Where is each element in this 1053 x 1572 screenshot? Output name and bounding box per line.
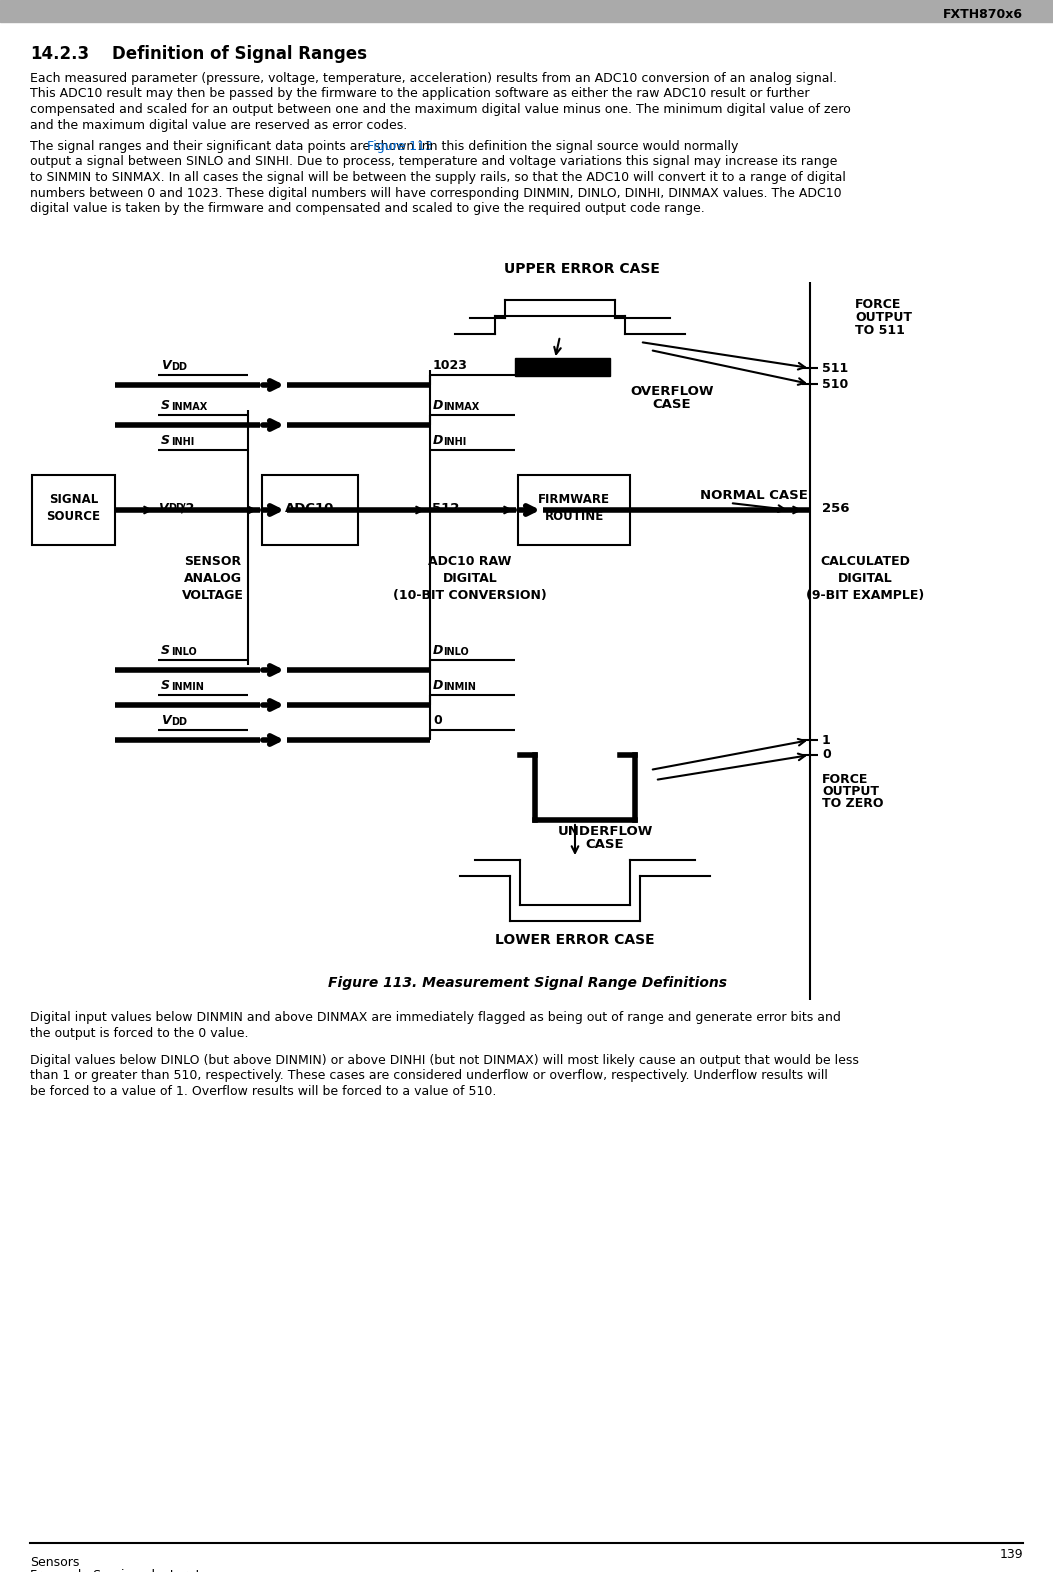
Bar	[32, 475, 115, 545]
Text: 0: 0	[822, 748, 831, 761]
Text: 256: 256	[822, 501, 850, 514]
Text: compensated and scaled for an output between one and the maximum digital value m: compensated and scaled for an output bet…	[29, 104, 851, 116]
Text: CASE: CASE	[585, 838, 624, 850]
Text: This ADC10 result may then be passed by the firmware to the application software: This ADC10 result may then be passed by …	[29, 88, 810, 101]
Text: UPPER ERROR CASE: UPPER ERROR CASE	[504, 263, 660, 277]
Text: FORCE: FORCE	[822, 773, 869, 786]
Text: be forced to a value of 1. Overflow results will be forced to a value of 510.: be forced to a value of 1. Overflow resu…	[29, 1085, 496, 1097]
Text: 139: 139	[999, 1548, 1024, 1561]
Text: S: S	[161, 434, 170, 446]
Text: ADC10: ADC10	[285, 501, 335, 514]
Text: INHI: INHI	[171, 437, 194, 446]
Text: 511: 511	[822, 362, 849, 374]
Text: D: D	[433, 679, 443, 692]
Text: D: D	[433, 434, 443, 446]
Text: S: S	[161, 399, 170, 412]
Text: Freescale Semiconductor, Inc.: Freescale Semiconductor, Inc.	[29, 1569, 218, 1572]
Text: INLO: INLO	[171, 648, 197, 657]
Text: CALCULATED
DIGITAL
(9-BIT EXAMPLE): CALCULATED DIGITAL (9-BIT EXAMPLE)	[806, 555, 925, 602]
Text: V: V	[161, 714, 171, 726]
Bar	[515, 358, 610, 376]
Text: INMIN: INMIN	[171, 682, 204, 692]
Text: TO 511: TO 511	[855, 324, 905, 336]
Text: Figure 113: Figure 113	[366, 140, 433, 152]
Text: TO ZERO: TO ZERO	[822, 797, 883, 810]
Text: Sensors: Sensors	[29, 1556, 79, 1569]
Text: D: D	[433, 645, 443, 657]
Text: FIRMWARE
ROUTINE: FIRMWARE ROUTINE	[538, 494, 610, 523]
Text: digital value is taken by the firmware and compensated and scaled to give the re: digital value is taken by the firmware a…	[29, 201, 704, 215]
Text: the output is forced to the 0 value.: the output is forced to the 0 value.	[29, 1027, 249, 1039]
Bar	[0, 0, 1053, 22]
Text: The signal ranges and their significant data points are shown in: The signal ranges and their significant …	[29, 140, 434, 152]
Text: . In this definition the signal source would normally: . In this definition the signal source w…	[418, 140, 739, 152]
Text: SENSOR
ANALOG
VOLTAGE: SENSOR ANALOG VOLTAGE	[182, 555, 244, 602]
Text: LOWER ERROR CASE: LOWER ERROR CASE	[495, 934, 655, 946]
Text: Each measured parameter (pressure, voltage, temperature, acceleration) results f: Each measured parameter (pressure, volta…	[29, 72, 837, 85]
Text: CASE: CASE	[653, 398, 692, 410]
Text: 1: 1	[822, 734, 831, 747]
Text: numbers between 0 and 1023. These digital numbers will have corresponding DINMIN: numbers between 0 and 1023. These digita…	[29, 187, 841, 200]
Text: 1023: 1023	[433, 358, 468, 373]
Text: D: D	[433, 399, 443, 412]
Text: V: V	[161, 358, 171, 373]
Text: 512: 512	[432, 501, 459, 514]
Text: OVERFLOW: OVERFLOW	[631, 385, 714, 398]
Text: FORCE: FORCE	[855, 299, 901, 311]
Text: DD: DD	[171, 362, 187, 373]
Text: 0: 0	[433, 714, 442, 726]
Text: Digital input values below DINMIN and above DINMAX are immediately flagged as be: Digital input values below DINMIN and ab…	[29, 1011, 841, 1023]
Bar	[518, 475, 630, 545]
Text: output a signal between SINLO and SINHI. Due to process, temperature and voltage: output a signal between SINLO and SINHI.…	[29, 156, 837, 168]
Text: S: S	[161, 645, 170, 657]
Text: OUTPUT: OUTPUT	[822, 784, 879, 799]
Text: V: V	[158, 501, 167, 514]
Text: to SINMIN to SINMAX. In all cases the signal will be between the supply rails, s: to SINMIN to SINMAX. In all cases the si…	[29, 171, 846, 184]
Bar	[262, 475, 358, 545]
Text: INMAX: INMAX	[171, 402, 207, 412]
Text: Digital values below DINLO (but above DINMIN) or above DINHI (but not DINMAX) wi: Digital values below DINLO (but above DI…	[29, 1053, 859, 1067]
Text: Definition of Signal Ranges: Definition of Signal Ranges	[112, 46, 367, 63]
Text: INMIN: INMIN	[443, 682, 476, 692]
Text: Figure 113. Measurement Signal Range Definitions: Figure 113. Measurement Signal Range Def…	[327, 976, 727, 990]
Text: FXTH870x6: FXTH870x6	[943, 8, 1024, 20]
Text: 510: 510	[822, 377, 849, 390]
Text: INHI: INHI	[443, 437, 466, 446]
Text: OUTPUT: OUTPUT	[855, 311, 912, 324]
Text: INLO: INLO	[443, 648, 469, 657]
Text: /2: /2	[181, 501, 195, 514]
Text: ADC10 RAW
DIGITAL
(10-BIT CONVERSION): ADC10 RAW DIGITAL (10-BIT CONVERSION)	[393, 555, 547, 602]
Text: UNDERFLOW: UNDERFLOW	[557, 825, 653, 838]
Text: than 1 or greater than 510, respectively. These cases are considered underflow o: than 1 or greater than 510, respectively…	[29, 1069, 828, 1083]
Text: NORMAL CASE: NORMAL CASE	[700, 489, 808, 501]
Text: 14.2.3: 14.2.3	[29, 46, 90, 63]
Text: DD: DD	[168, 503, 184, 512]
Text: S: S	[161, 679, 170, 692]
Text: SIGNAL
SOURCE: SIGNAL SOURCE	[46, 494, 100, 523]
Text: and the maximum digital value are reserved as error codes.: and the maximum digital value are reserv…	[29, 118, 408, 132]
Text: INMAX: INMAX	[443, 402, 479, 412]
Text: DD: DD	[171, 717, 187, 726]
